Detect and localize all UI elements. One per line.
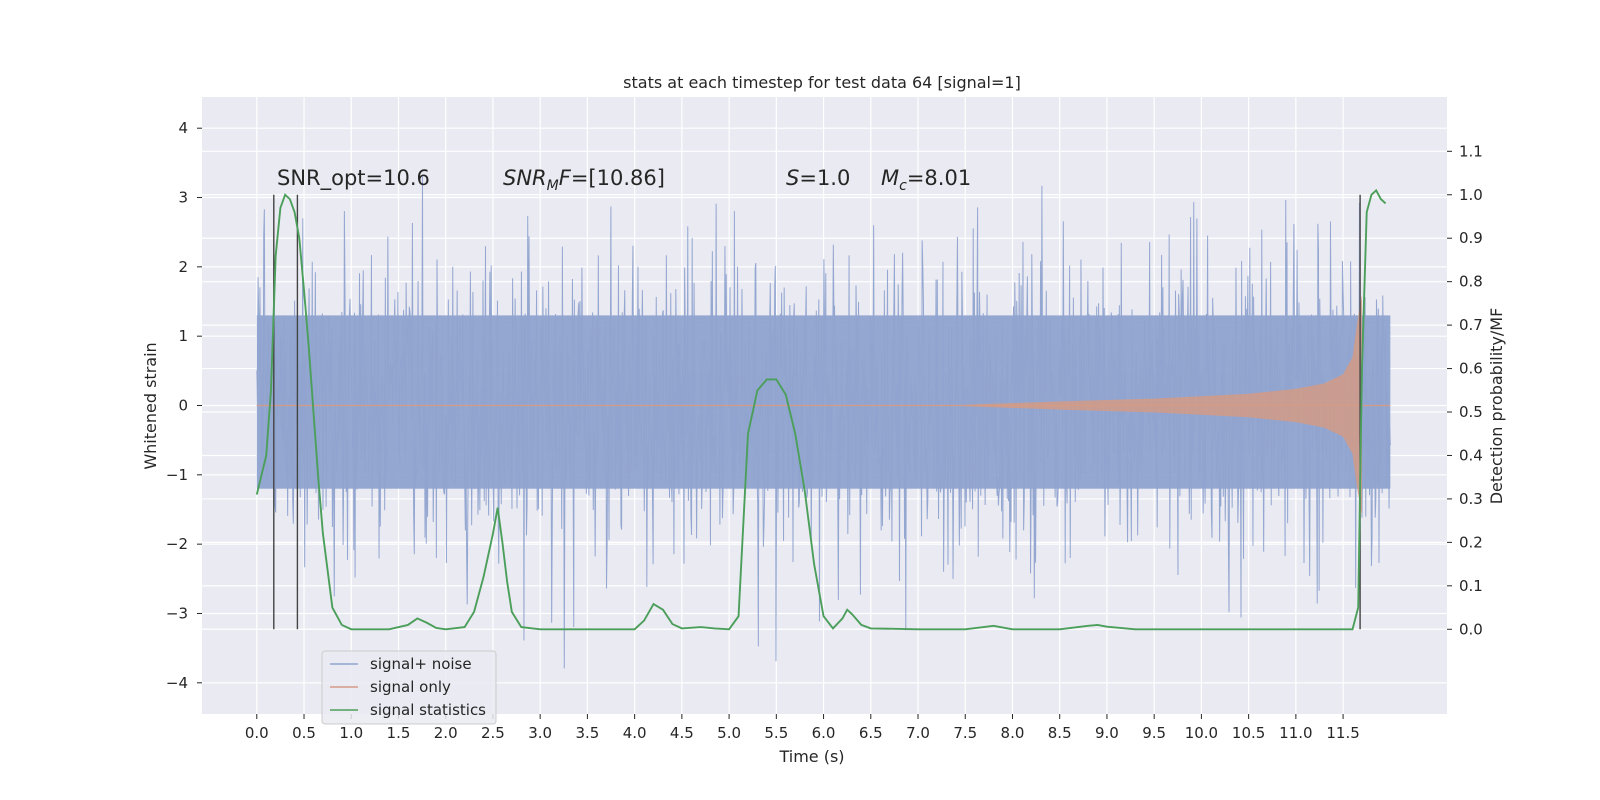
x-tick-label: 0.5 bbox=[292, 724, 316, 742]
y-left-tick-label: −3 bbox=[166, 604, 188, 622]
chart-title: stats at each timestep for test data 64 … bbox=[623, 73, 1021, 92]
y-right-tick-label: 0.8 bbox=[1459, 273, 1483, 291]
y-right-tick-label: 0.6 bbox=[1459, 360, 1483, 378]
x-tick-label: 7.5 bbox=[953, 724, 977, 742]
legend-label-signal-plus-noise: signal+ noise bbox=[370, 655, 472, 673]
legend: signal+ noise signal only signal statist… bbox=[321, 650, 497, 725]
x-tick-label: 1.0 bbox=[339, 724, 363, 742]
series-signal-only bbox=[256, 294, 1391, 517]
x-tick-label: 10.0 bbox=[1185, 724, 1218, 742]
x-tick-label: 5.5 bbox=[764, 724, 788, 742]
y-left-tick-label: 4 bbox=[178, 119, 188, 137]
x-tick-label: 8.0 bbox=[1001, 724, 1025, 742]
annotation-s-value: =1.0 bbox=[799, 166, 850, 190]
x-tick-label: 11.0 bbox=[1279, 724, 1312, 742]
y-axis-right-label: Detection probability/MF bbox=[1487, 308, 1506, 505]
legend-box bbox=[321, 650, 497, 725]
y-right-tick-label: 1.0 bbox=[1459, 186, 1483, 204]
x-tick-label: 9.5 bbox=[1142, 724, 1166, 742]
y-right-tick-label: 1.1 bbox=[1459, 142, 1483, 160]
annotation-snr-mf-f: F bbox=[559, 166, 572, 190]
y-axis-right-ticks: 1.1 1.0 0.9 0.8 0.7 0.6 0.5 0.4 0.3 0.2 0.1 0.0 bbox=[1447, 142, 1483, 638]
x-tick-label: 8.5 bbox=[1048, 724, 1072, 742]
y-left-tick-label: −2 bbox=[166, 535, 188, 553]
x-tick-label: 4.5 bbox=[670, 724, 694, 742]
y-axis-left-label: Whitened strain bbox=[141, 342, 160, 469]
x-tick-label: 11.5 bbox=[1326, 724, 1359, 742]
y-right-tick-label: 0.4 bbox=[1459, 446, 1483, 464]
x-tick-label: 7.0 bbox=[906, 724, 930, 742]
annotation-snr-mf-value: =[10.86] bbox=[571, 166, 665, 190]
legend-label-signal-statistics: signal statistics bbox=[370, 701, 486, 719]
x-tick-label: 1.5 bbox=[387, 724, 411, 742]
annotation-mc-sub: c bbox=[899, 178, 907, 194]
y-right-tick-label: 0.0 bbox=[1459, 620, 1483, 638]
annotation-mc-symbol: M bbox=[881, 166, 899, 190]
y-left-tick-label: 2 bbox=[178, 258, 188, 276]
x-tick-label: 0.0 bbox=[245, 724, 269, 742]
x-tick-label: 3.5 bbox=[575, 724, 599, 742]
annotation-snr-mf-symbol: SNR bbox=[503, 166, 547, 190]
y-left-tick-label: 0 bbox=[178, 397, 188, 415]
y-right-tick-label: 0.7 bbox=[1459, 316, 1483, 334]
y-right-tick-label: 0.9 bbox=[1459, 229, 1483, 247]
annotation-mc: Mc=8.01 bbox=[881, 166, 971, 194]
y-left-tick-label: 3 bbox=[178, 189, 188, 207]
y-right-tick-label: 0.2 bbox=[1459, 533, 1483, 551]
x-axis-label: Time (s) bbox=[778, 747, 844, 766]
marker-lines bbox=[273, 194, 1361, 630]
annotation-s-symbol: S bbox=[786, 166, 799, 190]
y-right-tick-label: 0.3 bbox=[1459, 490, 1483, 508]
x-tick-label: 6.5 bbox=[859, 724, 883, 742]
annotation-snr-mf-sub: M bbox=[547, 178, 559, 194]
y-axis-left-ticks: 4 3 2 1 0 −1 −2 −3 −4 bbox=[166, 119, 202, 692]
annotation-mc-value: =8.01 bbox=[907, 166, 971, 190]
y-left-tick-label: −4 bbox=[166, 674, 188, 692]
x-tick-label: 10.5 bbox=[1232, 724, 1265, 742]
x-axis-ticks: 0.0 0.5 1.0 1.5 2.0 2.5 3.0 3.5 4.0 4.5 5.0 5.5 6.0 6… bbox=[245, 714, 1360, 742]
y-left-tick-label: −1 bbox=[166, 466, 188, 484]
y-right-tick-label: 0.5 bbox=[1459, 403, 1483, 421]
legend-label-signal-only: signal only bbox=[370, 678, 451, 696]
y-right-tick-label: 0.1 bbox=[1459, 577, 1483, 595]
x-tick-label: 2.5 bbox=[481, 724, 505, 742]
annotation-snr-mf: SNRMF=[10.86] bbox=[503, 166, 665, 194]
series-line-signal-statistics bbox=[255, 188, 1387, 631]
x-tick-label: 4.0 bbox=[623, 724, 647, 742]
x-tick-label: 9.0 bbox=[1095, 724, 1119, 742]
x-tick-label: 5.0 bbox=[717, 724, 741, 742]
x-tick-label: 6.0 bbox=[812, 724, 836, 742]
series-signal-statistics bbox=[255, 188, 1387, 631]
x-tick-label: 3.0 bbox=[528, 724, 552, 742]
x-tick-label: 2.0 bbox=[434, 724, 458, 742]
y-left-tick-label: 1 bbox=[178, 327, 188, 345]
annotation-snr-opt: SNR_opt=10.6 bbox=[277, 166, 430, 191]
annotation-s: S=1.0 bbox=[786, 166, 850, 190]
annotations: SNR_opt=10.6 SNRMF=[10.86] S=1.0 Mc=8.01 bbox=[277, 166, 971, 194]
